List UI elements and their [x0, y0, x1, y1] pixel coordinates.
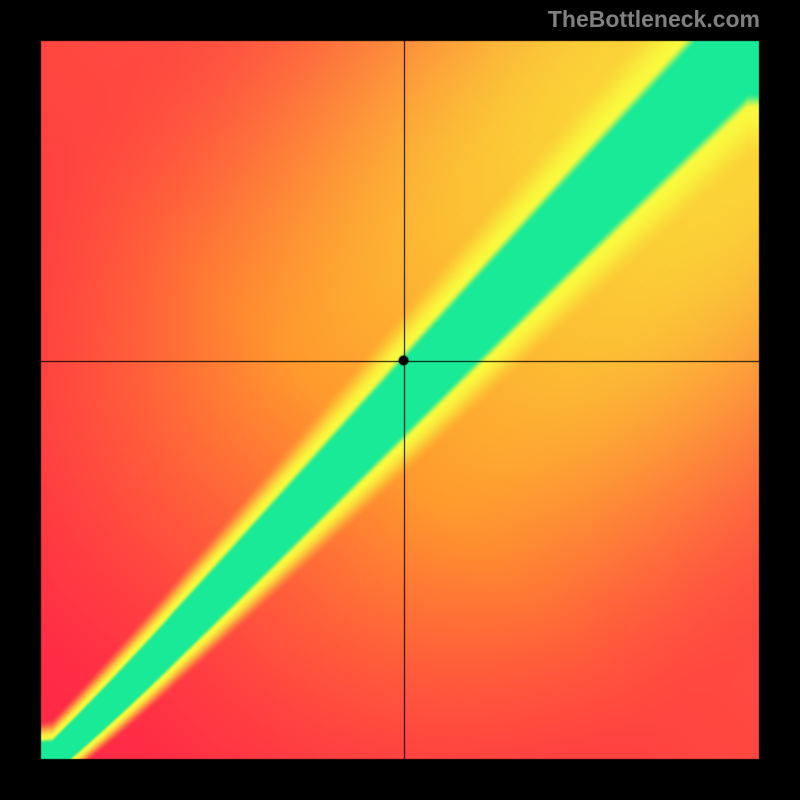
watermark-text: TheBottleneck.com — [548, 6, 760, 33]
bottleneck-heatmap-canvas — [0, 0, 800, 800]
